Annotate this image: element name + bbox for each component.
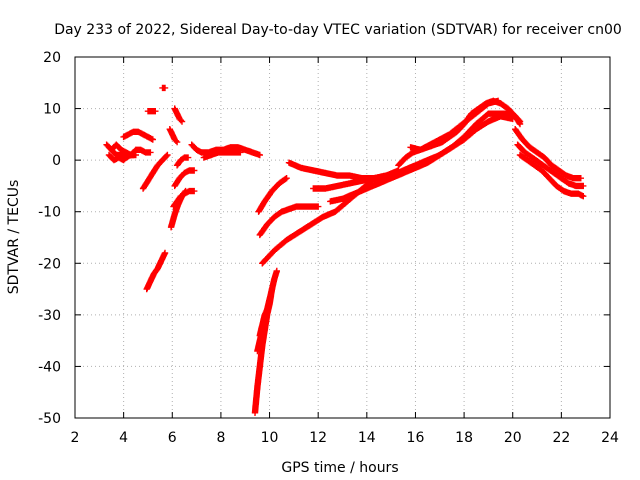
series-arc-5.0b	[143, 249, 169, 293]
series-arc-9.7	[256, 285, 276, 339]
series-arc-7.3	[200, 149, 244, 161]
x-tick-label: 6	[168, 430, 177, 446]
x-tick-label: 8	[216, 430, 225, 446]
marker-trail	[171, 167, 198, 190]
marker-trail	[170, 187, 198, 210]
data-series	[103, 84, 587, 416]
series-arc-5.9	[166, 126, 181, 146]
marker-trail	[256, 285, 276, 339]
y-tick-label: -10	[38, 205, 61, 221]
marker-trail	[251, 267, 280, 416]
series-arc-5.6	[159, 84, 169, 92]
marker-trail	[200, 149, 244, 161]
marker-trail	[108, 141, 154, 159]
series-arc-9.55	[255, 175, 290, 215]
series-arc-20.1	[512, 126, 584, 182]
series-arc-12.5	[327, 113, 516, 205]
marker-trail	[144, 108, 159, 115]
x-tick-label: 20	[504, 430, 522, 446]
marker-trail	[407, 97, 502, 153]
y-tick-label: 0	[52, 153, 61, 169]
x-tick-label: 12	[309, 430, 327, 446]
x-tick-label: 14	[358, 430, 376, 446]
marker-trail	[327, 113, 516, 205]
x-tick-label: 2	[71, 430, 80, 446]
series-arc-6.2	[173, 154, 192, 169]
x-axis-label: GPS time / hours	[281, 460, 398, 476]
y-tick-label: -40	[38, 359, 61, 375]
plot-frame	[74, 56, 611, 419]
series-arc-4.0	[120, 128, 156, 143]
grid	[75, 57, 610, 418]
marker-trail	[143, 249, 169, 293]
marker-trail	[171, 105, 186, 125]
x-axis: 2 4 6 8 10 12 14 16 18 20 22 24	[71, 57, 619, 446]
y-tick-label: -30	[38, 308, 61, 324]
marker-trail	[255, 175, 290, 215]
series-arc-15.8	[407, 97, 502, 153]
x-tick-label: 18	[455, 430, 473, 446]
x-tick-label: 22	[552, 430, 570, 446]
series-arc-3.5b	[108, 141, 154, 159]
series-arc-9.6b	[256, 203, 322, 239]
marker-trail	[363, 110, 524, 184]
chart-title: Day 233 of 2022, Sidereal Day-to-day VTE…	[54, 22, 622, 38]
series-arc-20.2	[514, 141, 587, 190]
y-axis: -50 -40 -30 -20 -10 0 10 20	[38, 50, 610, 427]
marker-trail	[512, 126, 584, 182]
series-arc-9.5	[251, 267, 280, 416]
marker-trail	[139, 151, 171, 192]
y-axis-label: SDTVAR / TECUs	[6, 180, 22, 295]
series-arc-6.1b	[171, 105, 186, 125]
series-arc-4.8	[139, 151, 171, 192]
marker-trail	[120, 128, 156, 143]
series-arc-14.0	[363, 110, 524, 184]
marker-trail	[516, 151, 587, 200]
series-arc-6.1	[171, 167, 198, 190]
x-tick-label: 10	[261, 430, 279, 446]
series-arc-5.0	[144, 108, 159, 115]
y-tick-label: -20	[38, 256, 61, 272]
y-tick-label: 10	[43, 102, 61, 118]
y-tick-label: 20	[43, 50, 61, 66]
marker-trail	[514, 141, 587, 190]
marker-trail	[166, 126, 181, 146]
x-tick-label: 24	[601, 430, 619, 446]
marker-trail	[173, 154, 192, 169]
x-tick-label: 4	[119, 430, 128, 446]
series-arc-6.05	[170, 187, 198, 210]
marker-trail	[159, 84, 169, 92]
x-tick-label: 16	[407, 430, 425, 446]
series-arc-20.3	[516, 151, 587, 200]
marker-trail	[256, 203, 322, 239]
y-tick-label: -50	[38, 411, 61, 427]
